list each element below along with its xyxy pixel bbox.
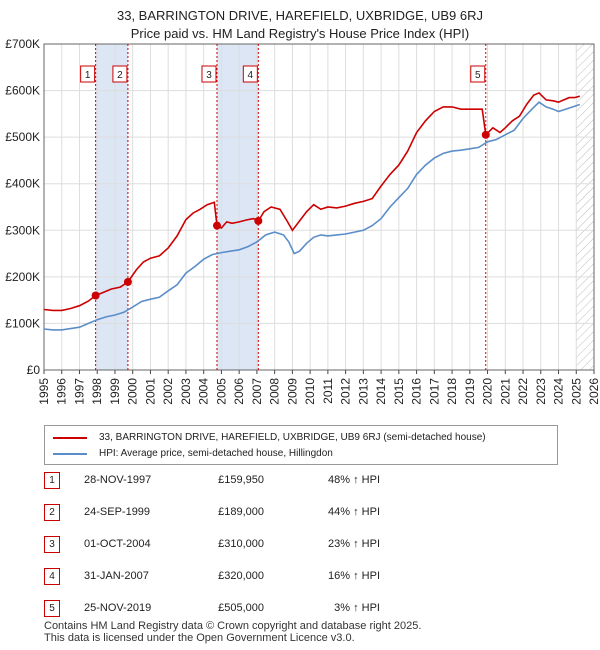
sale-number-box	[112, 65, 128, 83]
sale-marker-number: 5	[44, 600, 60, 617]
table-row: 2 24-SEP-1999 £189,000 44% ↑ HPI	[44, 504, 564, 522]
x-tick-label: 2022	[516, 378, 530, 405]
sale-hpi-change: 23% ↑ HPI	[328, 538, 380, 550]
sale-date: 01-OCT-2004	[84, 538, 151, 550]
x-tick-label: 2018	[445, 378, 459, 405]
x-tick-label: 2003	[179, 378, 193, 405]
x-tick-label: 2024	[552, 378, 566, 405]
y-tick-label: £0	[27, 363, 41, 377]
sale-number-label: 4	[248, 70, 254, 81]
chart-subtitle: Price paid vs. HM Land Registry's House …	[130, 26, 470, 41]
sale-point	[123, 277, 132, 286]
sale-point	[91, 291, 100, 300]
x-tick-label: 1998	[90, 378, 104, 405]
x-tick-label: 1999	[108, 378, 122, 405]
table-row: 3 01-OCT-2004 £310,000 23% ↑ HPI	[44, 536, 564, 554]
forecast-hatch	[576, 44, 594, 370]
x-tick-label: 2007	[250, 378, 264, 405]
legend: 33, BARRINGTON DRIVE, HAREFIELD, UXBRIDG…	[44, 425, 558, 465]
x-tick-label: 2009	[285, 378, 299, 405]
x-tick-label: 2021	[498, 378, 512, 405]
x-tick-label: 2016	[410, 378, 424, 405]
sale-price: £159,950	[218, 474, 264, 486]
sale-number-label: 2	[117, 70, 123, 81]
legend-item-hpi: HPI: Average price, semi-detached house,…	[53, 448, 333, 459]
x-tick-label: 2015	[392, 378, 406, 405]
legend-item-property: 33, BARRINGTON DRIVE, HAREFIELD, UXBRIDG…	[53, 432, 486, 443]
x-tick-label: 2013	[356, 378, 370, 405]
x-tick-label: 2025	[569, 378, 583, 405]
sale-marker-number: 1	[44, 472, 60, 489]
licence-notice: This data is licensed under the Open Gov…	[44, 632, 355, 644]
sale-period-shade	[216, 44, 259, 370]
y-tick-label: £100K	[5, 316, 40, 330]
sale-price: £189,000	[218, 506, 264, 518]
sale-price: £310,000	[218, 538, 264, 550]
x-tick-label: 2019	[463, 378, 477, 405]
x-tick-label: 2006	[232, 378, 246, 405]
sale-period-shade	[95, 44, 128, 370]
sale-point	[212, 221, 221, 230]
x-tick-label: 2004	[197, 378, 211, 405]
price-chart: £0 £100K £200K £300K £400K £500K £600K £700K 199…	[5, 37, 600, 405]
x-tick-label: 2000	[126, 378, 140, 405]
x-tick-label: 2014	[374, 378, 388, 405]
sale-price: £505,000	[218, 602, 264, 614]
sale-number-box	[470, 65, 486, 83]
x-tick-label: 2020	[481, 378, 495, 405]
sale-point	[481, 130, 490, 139]
sale-hpi-change: 48% ↑ HPI	[328, 474, 380, 486]
y-tick-label: £400K	[5, 177, 40, 191]
hpi-line	[43, 101, 581, 331]
sale-date: 28-NOV-1997	[84, 474, 152, 486]
x-tick-label: 2026	[587, 378, 600, 405]
legend-label-property: 33, BARRINGTON DRIVE, HAREFIELD, UXBRIDG…	[99, 432, 486, 443]
sale-number-box	[201, 65, 217, 83]
chart-title: 33, BARRINGTON DRIVE, HAREFIELD, UXBRIDG…	[116, 8, 483, 23]
sale-point	[254, 216, 263, 225]
plot-frame	[43, 43, 595, 371]
sale-date: 31-JAN-2007	[84, 570, 149, 582]
x-tick-label: 2012	[339, 378, 353, 405]
legend-swatch-hpi	[53, 452, 87, 455]
sale-date: 24-SEP-1999	[84, 506, 151, 518]
x-tick-label: 2008	[268, 378, 282, 405]
x-tick-label: 2017	[427, 378, 441, 405]
sale-date: 25-NOV-2019	[84, 602, 152, 614]
x-tick-label: 2001	[143, 378, 157, 405]
sale-number-label: 5	[475, 70, 481, 81]
sale-marker-number: 3	[44, 536, 60, 553]
sale-hpi-change: 44% ↑ HPI	[328, 506, 380, 518]
x-tick-label: 1995	[37, 378, 51, 405]
x-tick-label: 2005	[214, 378, 228, 405]
y-tick-label: £700K	[5, 37, 40, 51]
sale-number-label: 3	[206, 70, 212, 81]
property-price-line	[43, 91, 581, 312]
sale-number-label: 1	[85, 70, 91, 81]
y-tick-label: £300K	[5, 223, 40, 237]
sale-number-box	[80, 65, 96, 83]
sale-price: £320,000	[218, 570, 264, 582]
table-row: 1 28-NOV-1997 £159,950 48% ↑ HPI	[44, 472, 564, 490]
legend-label-hpi: HPI: Average price, semi-detached house,…	[99, 448, 333, 459]
y-tick-label: £600K	[5, 84, 40, 98]
sale-marker-number: 4	[44, 568, 60, 585]
table-row: 5 25-NOV-2019 £505,000 3% ↑ HPI	[44, 600, 564, 618]
x-tick-label: 2011	[321, 378, 335, 404]
x-tick-label: 2002	[161, 378, 175, 405]
sale-hpi-change: 3% ↑ HPI	[334, 602, 380, 614]
x-tick-label: 1997	[72, 378, 86, 405]
x-tick-label: 2010	[303, 378, 317, 405]
sale-hpi-change: 16% ↑ HPI	[328, 570, 380, 582]
x-tick-label: 2023	[534, 378, 548, 405]
table-row: 4 31-JAN-2007 £320,000 16% ↑ HPI	[44, 568, 564, 586]
x-tick-label: 1996	[55, 378, 69, 405]
legend-swatch-property	[53, 436, 87, 439]
sale-marker-number: 2	[44, 504, 60, 521]
copyright-notice: Contains HM Land Registry data © Crown c…	[44, 620, 422, 632]
sale-number-box	[242, 65, 258, 83]
y-tick-label: £500K	[5, 130, 40, 144]
y-tick-label: £200K	[5, 270, 40, 284]
